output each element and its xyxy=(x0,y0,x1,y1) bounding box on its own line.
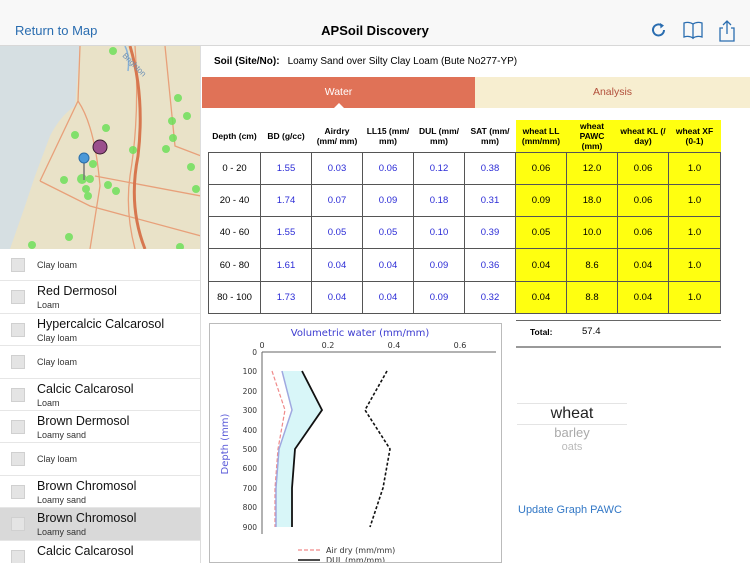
soil-doc-icon xyxy=(11,258,25,272)
soil-list: Clay loam Red Dermosol Loam Hypercalcic C… xyxy=(0,249,200,563)
svg-text:Brighton: Brighton xyxy=(121,51,148,78)
picker-option[interactable]: oats xyxy=(561,441,583,453)
svg-text:DUL (mm/mm): DUL (mm/mm) xyxy=(326,556,385,562)
svg-text:100: 100 xyxy=(243,367,258,376)
sidebar: Brighton Clay loam Red Dermosol Loam Hype… xyxy=(0,46,201,563)
svg-text:300: 300 xyxy=(243,406,258,415)
total-value: 57.4 xyxy=(582,326,601,337)
svg-text:800: 800 xyxy=(243,503,258,512)
app-title: APSoil Discovery xyxy=(321,23,429,38)
picker-option[interactable]: barley xyxy=(554,425,590,440)
list-item[interactable]: Brown Dermosol Loamy sand xyxy=(0,411,200,444)
table-row: 80 - 100 1.73 0.04 0.04 0.09 0.32 0.04 8.8 0.04 1… xyxy=(208,280,721,314)
soil-doc-icon xyxy=(11,452,25,467)
pawc-total: Total: 57.4 xyxy=(516,322,721,348)
map-view[interactable]: Brighton xyxy=(0,46,200,249)
detail-panel: Soil (Site/No): Loamy Sand over Silty Cla… xyxy=(202,46,750,565)
svg-text:700: 700 xyxy=(243,484,258,493)
soil-doc-icon xyxy=(11,549,25,563)
soil-doc-icon xyxy=(11,419,25,434)
svg-text:400: 400 xyxy=(243,426,258,435)
table-row: 0 - 20 1.55 0.03 0.06 0.12 0.38 0.06 12.0 0.06 1.… xyxy=(208,151,721,185)
chart-title: Volumetric water (mm/mm) xyxy=(291,328,430,339)
volumetric-water-chart: Volumetric water (mm/mm) 0 0.2 0.4 0.6 0… xyxy=(209,323,502,565)
list-item[interactable]: Clay loam xyxy=(0,346,200,379)
map-graphic: Brighton xyxy=(0,46,200,249)
svg-text:0.2: 0.2 xyxy=(322,341,335,350)
tab-bar: Water Analysis xyxy=(202,77,750,109)
list-item[interactable]: Hypercalcic Calcarosol Clay loam xyxy=(0,314,200,347)
svg-text:0: 0 xyxy=(259,341,264,350)
navigation-bar: Return to Map APSoil Discovery xyxy=(0,0,750,46)
divider xyxy=(516,320,721,321)
picker-selected[interactable]: wheat xyxy=(550,405,594,422)
soil-doc-icon xyxy=(11,290,25,305)
svg-text:200: 200 xyxy=(243,387,258,396)
list-item[interactable]: Red Dermosol Loam xyxy=(0,281,200,314)
total-label: Total: xyxy=(530,327,553,337)
svg-text:900: 900 xyxy=(243,523,258,532)
soil-doc-icon xyxy=(11,484,25,499)
soil-doc-icon xyxy=(11,517,25,532)
book-icon[interactable] xyxy=(682,20,704,40)
svg-text:500: 500 xyxy=(243,445,258,454)
soil-label: Soil (Site/No): xyxy=(214,56,280,67)
soil-value: Loamy Sand over Silty Clay Loam (Bute No… xyxy=(287,56,518,67)
update-graph-pawc-button[interactable]: Update Graph PAWC xyxy=(518,504,622,516)
list-item-selected[interactable]: Brown Chromosol Loamy sand xyxy=(0,508,200,541)
list-item[interactable]: Brown Chromosol Loamy sand xyxy=(0,476,200,509)
table-row: 20 - 40 1.74 0.07 0.09 0.18 0.31 0.09 18.0 0.06 1… xyxy=(208,183,721,218)
return-to-map-button[interactable]: Return to Map xyxy=(15,23,98,38)
tab-water[interactable]: Water xyxy=(202,77,475,109)
refresh-icon[interactable] xyxy=(650,20,668,40)
list-item[interactable]: Clay loam xyxy=(0,249,200,282)
svg-text:0.6: 0.6 xyxy=(454,341,467,350)
soil-doc-icon xyxy=(11,355,25,370)
crop-picker[interactable]: wheat barley oats xyxy=(517,403,627,454)
svg-text:0.4: 0.4 xyxy=(388,341,401,350)
svg-text:0: 0 xyxy=(252,348,257,357)
svg-text:600: 600 xyxy=(243,464,258,473)
tab-analysis[interactable]: Analysis xyxy=(475,77,750,108)
table-row: 40 - 60 1.55 0.05 0.05 0.10 0.39 0.05 10.0 0.06 1… xyxy=(208,216,721,250)
soil-water-table: Depth (cm) BD (g/cc) Airdry (mm/ mm) LL1… xyxy=(208,120,721,314)
list-item[interactable]: Clay loam xyxy=(0,443,200,476)
soil-doc-icon xyxy=(11,322,25,337)
share-icon[interactable] xyxy=(718,20,736,42)
list-item[interactable]: Calcic Calcarosol xyxy=(0,541,200,563)
table-row: 60 - 80 1.61 0.04 0.04 0.09 0.36 0.04 8.6 0.04 1.… xyxy=(208,248,721,282)
svg-text:Air dry (mm/mm): Air dry (mm/mm) xyxy=(326,546,395,555)
list-item[interactable]: Calcic Calcarosol Loam xyxy=(0,379,200,411)
soil-doc-icon xyxy=(11,387,25,402)
soil-info: Soil (Site/No): Loamy Sand over Silty Cla… xyxy=(214,56,517,67)
svg-text:Depth (mm): Depth (mm) xyxy=(220,413,231,474)
table-header: Depth (cm) BD (g/cc) Airdry (mm/ mm) LL1… xyxy=(209,120,721,152)
